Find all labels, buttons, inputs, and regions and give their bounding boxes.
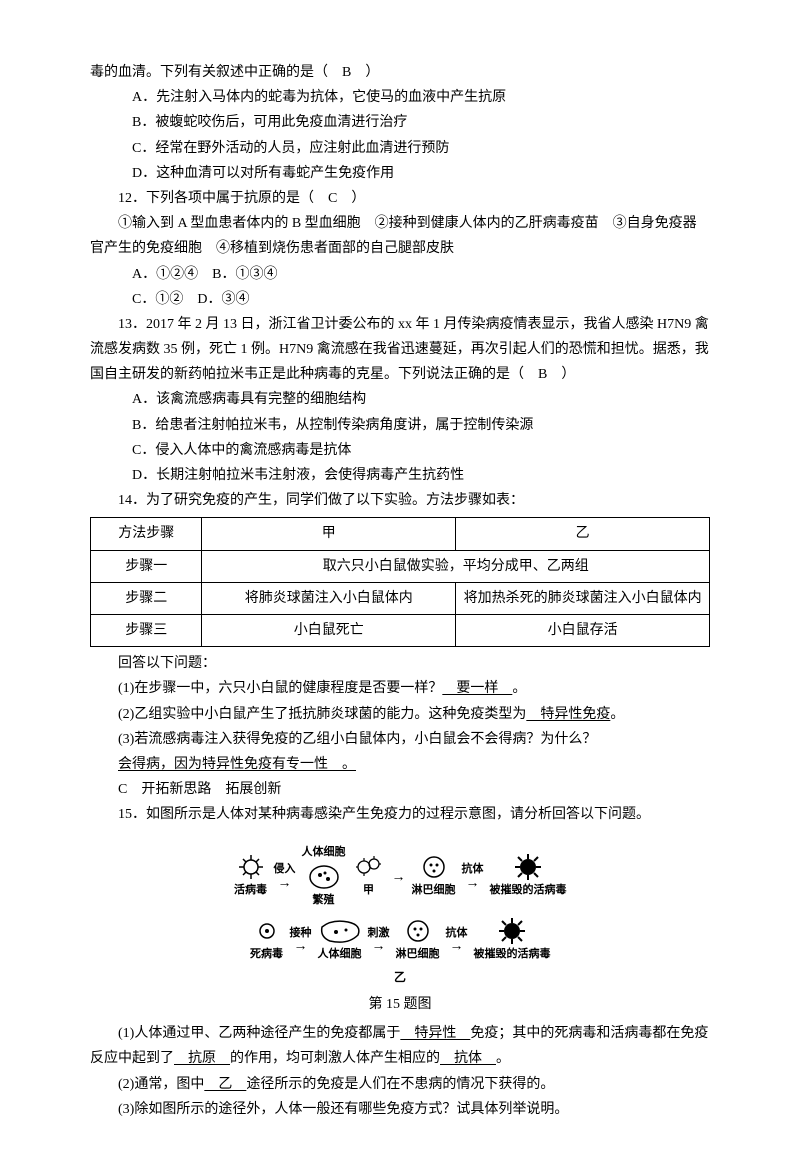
q13-opt-b: B．给患者注射帕拉米韦，从控制传染病角度讲，属于控制传染源	[90, 413, 710, 438]
destroyed-virus-icon	[511, 853, 545, 881]
q15-sub1-c: 的作用，均可刺激人体产生相应的	[230, 1051, 440, 1066]
q15-sub1-blank2: 抗原	[174, 1051, 230, 1066]
label-lymphocyte-2: 淋巴细胞	[396, 945, 440, 965]
step1-label: 步骤一	[91, 550, 202, 582]
q12-stem: 12．下列各项中属于抗原的是（ C ）	[90, 186, 710, 211]
cell-icon	[307, 863, 341, 891]
arrow-icon: →	[450, 939, 464, 954]
q14-sub2-end: 。	[610, 707, 624, 722]
diagram-row-yi: 死病毒 接种→ 人体细胞 刺激→ 淋巴细胞 抗体→ 被摧毁的活病毒	[234, 917, 567, 965]
step3-jia: 小白鼠死亡	[202, 614, 456, 646]
q14-sub1-text: (1)在步骤一中，六只小白鼠的健康程度是否要一样？	[118, 681, 442, 696]
q14-sub1-blank: 要一样	[442, 681, 512, 696]
arrow-antibody-label-2: 抗体	[446, 927, 468, 939]
q14-sub1: (1)在步骤一中，六只小白鼠的健康程度是否要一样？ 要一样 。	[90, 676, 710, 701]
q14-stem: 14．为了研究免疫的产生，同学们做了以下实验。方法步骤如表：	[90, 488, 710, 513]
arrow-invade-label: 侵入	[274, 863, 296, 875]
label-destroyed-virus: 被摧毁的活病毒	[490, 881, 567, 901]
th-jia: 甲	[202, 518, 456, 550]
experiment-table: 方法步骤 甲 乙 步骤一 取六只小白鼠做实验，平均分成甲、乙两组 步骤二 将肺炎…	[90, 517, 710, 647]
q14-sub2-blank: 特异性免疫	[526, 707, 610, 722]
q14-sub2: (2)乙组实验中小白鼠产生了抵抗肺炎球菌的能力。这种免疫类型为 特异性免疫。	[90, 702, 710, 727]
q11-stem-tail: 毒的血清。下列有关叙述中正确的是（ B ）	[90, 60, 710, 85]
q15-sub1-blank1: 特异性	[400, 1026, 470, 1041]
diagram-row-jia: 活病毒 侵入→ 人体细胞 繁殖 甲 → 淋巴细胞 抗体→	[234, 843, 567, 911]
q11-opt-d: D．这种血清可以对所有毒蛇产生免疫作用	[90, 161, 710, 186]
q14-sub3-blank: 会得病，因为特异性免疫有专一性 。	[118, 757, 356, 772]
label-dead-virus: 死病毒	[250, 945, 283, 965]
label-jia: 甲	[363, 881, 374, 901]
step1-value: 取六只小白鼠做实验，平均分成甲、乙两组	[202, 550, 710, 582]
q14-sub1-end: 。	[512, 681, 526, 696]
q15-sub3: (3)除如图所示的途径外，人体一般还有哪些免疫方式？试具体列举说明。	[90, 1097, 710, 1122]
q12-items: ①输入到 A 型血患者体内的 B 型血细胞 ②接种到健康人体内的乙肝病毒疫苗 ③…	[90, 211, 710, 261]
th-method: 方法步骤	[91, 518, 202, 550]
arrow-inoculate-label: 接种	[290, 927, 312, 939]
lymphocyte-icon	[401, 917, 435, 945]
step2-label: 步骤二	[91, 582, 202, 614]
q15-sub1-a: (1)人体通过甲、乙两种途径产生的免疫都属于	[118, 1026, 400, 1041]
step2-jia: 将肺炎球菌注入小白鼠体内	[202, 582, 456, 614]
label-body-cell: 人体细胞	[318, 945, 362, 965]
q12-opts-cd: C．①② D．③④	[90, 287, 710, 312]
arrow-icon: →	[278, 876, 292, 891]
label-destroyed-virus-2: 被摧毁的活病毒	[474, 945, 551, 965]
q15-sub2-blank: 乙	[204, 1077, 246, 1092]
arrow-antibody-label: 抗体	[462, 863, 484, 875]
q15-diagram: 活病毒 侵入→ 人体细胞 繁殖 甲 → 淋巴细胞 抗体→	[90, 837, 710, 1017]
arrow-icon: →	[392, 865, 406, 890]
step3-label: 步骤三	[91, 614, 202, 646]
label-lymphocyte: 淋巴细胞	[412, 881, 456, 901]
label-body-cell-top: 人体细胞	[302, 843, 346, 863]
answer-heading: 回答以下问题：	[90, 651, 710, 676]
q11-opt-a: A．先注射入马体内的蛇毒为抗体，它使马的血液中产生抗原	[90, 85, 710, 110]
virus-icon	[234, 853, 268, 881]
q15-sub2-a: (2)通常，图中	[118, 1077, 204, 1092]
q11-opt-c: C．经常在野外活动的人员，应注射此血清进行预防	[90, 136, 710, 161]
q13-opt-a: A．该禽流感病毒具有完整的细胞结构	[90, 387, 710, 412]
q14-sub2-text: (2)乙组实验中小白鼠产生了抵抗肺炎球菌的能力。这种免疫类型为	[118, 707, 526, 722]
lymphocyte-icon	[417, 853, 451, 881]
th-yi: 乙	[456, 518, 710, 550]
arrow-icon: →	[294, 939, 308, 954]
section-c-heading: C 开拓新思路 拓展创新	[90, 777, 710, 802]
q14-sub3-ans: 会得病，因为特异性免疫有专一性 。	[90, 752, 710, 777]
arrow-stimulate-label: 刺激	[368, 927, 390, 939]
figure-caption: 第 15 题图	[90, 992, 710, 1017]
q12-opts-ab: A．①②④ B．①③④	[90, 262, 710, 287]
virus-cluster-icon	[352, 853, 386, 881]
q13-opt-c: C．侵入人体中的禽流感病毒是抗体	[90, 438, 710, 463]
dead-virus-icon	[250, 917, 284, 945]
body-cell-icon	[318, 917, 362, 945]
q15-stem: 15．如图所示是人体对某种病毒感染产生免疫力的过程示意图，请分析回答以下问题。	[90, 802, 710, 827]
q13-opt-d: D．长期注射帕拉米韦注射液，会使得病毒产生抗药性	[90, 463, 710, 488]
q14-sub3: (3)若流感病毒注入获得免疫的乙组小白鼠体内，小白鼠会不会得病？为什么？	[90, 727, 710, 752]
step2-yi: 将加热杀死的肺炎球菌注入小白鼠体内	[456, 582, 710, 614]
destroyed-virus-icon	[495, 917, 529, 945]
label-yi: 乙	[234, 967, 567, 989]
arrow-icon: →	[372, 939, 386, 954]
q11-opt-b: B．被蝮蛇咬伤后，可用此免疫血清进行治疗	[90, 110, 710, 135]
q15-sub1-blank3: 抗体	[440, 1051, 496, 1066]
label-live-virus: 活病毒	[234, 881, 267, 901]
q15-sub2-b: 途径所示的免疫是人们在不患病的情况下获得的。	[246, 1077, 554, 1092]
q15-sub2: (2)通常，图中 乙 途径所示的免疫是人们在不患病的情况下获得的。	[90, 1072, 710, 1097]
label-reproduce: 繁殖	[313, 891, 335, 911]
q15-sub1: (1)人体通过甲、乙两种途径产生的免疫都属于 特异性 免疫；其中的死病毒和活病毒…	[90, 1021, 710, 1071]
step3-yi: 小白鼠存活	[456, 614, 710, 646]
arrow-icon: →	[466, 876, 480, 891]
q13-stem: 13．2017 年 2 月 13 日，浙江省卫计委公布的 xx 年 1 月传染病…	[90, 312, 710, 388]
q15-sub1-d: 。	[496, 1051, 510, 1066]
